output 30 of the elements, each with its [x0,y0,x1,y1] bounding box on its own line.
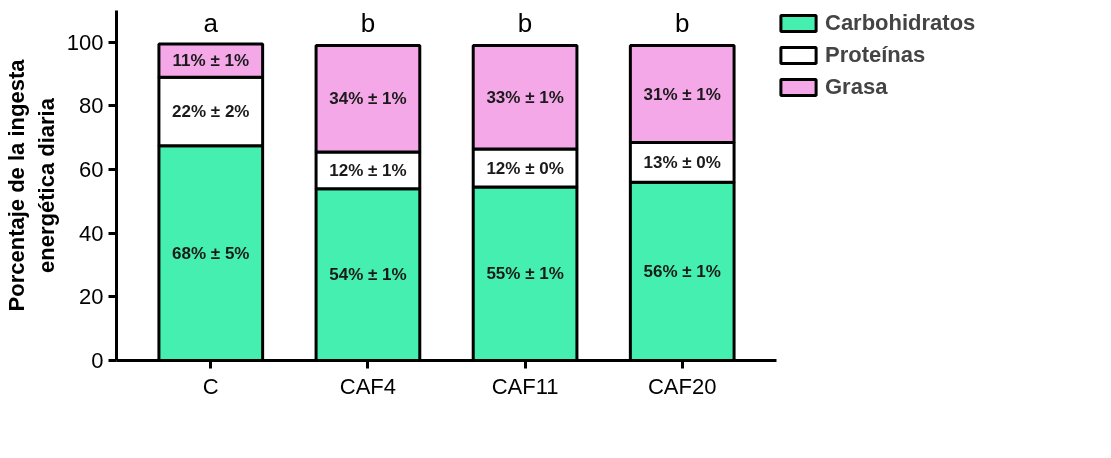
annotation: a [203,7,219,38]
data-label: 11% ± 1% [172,51,250,71]
data-label: 56% ± 1% [643,261,721,281]
data-label: 13% ± 0% [643,152,721,172]
y-tick-label: 100 [66,29,104,55]
data-label: 22% ± 2% [172,102,250,122]
annotation: b [360,7,376,38]
x-tick-label: C [202,373,219,399]
data-label: 55% ± 1% [486,264,564,284]
data-label: 12% ± 1% [329,160,407,180]
x-tick-label: CAF20 [647,373,717,399]
data-label: 34% ± 1% [329,89,407,109]
y-tick-label: 80 [79,93,104,119]
legend-label: Grasa [825,74,888,100]
legend-label: Carbohidratos [825,10,976,36]
data-label: 54% ± 1% [329,265,407,285]
y-tick-label: 40 [79,220,104,246]
x-tick-label: CAF11 [491,373,559,399]
y-tick-label: 60 [79,157,104,183]
annotation: b [517,7,533,38]
data-label: 12% ± 0% [486,158,564,178]
legend-label: Proteínas [825,42,926,68]
y-tick-label: 20 [79,284,104,310]
y-axis-title: Porcentaje de la ingesta energética diaria [3,58,59,312]
annotation: b [674,7,690,38]
data-label: 68% ± 5% [172,243,250,263]
y-tick-label: 0 [91,348,104,373]
data-label: 31% ± 1% [643,84,721,104]
x-tick-label: CAF4 [339,373,397,399]
data-label: 33% ± 1% [486,87,564,107]
